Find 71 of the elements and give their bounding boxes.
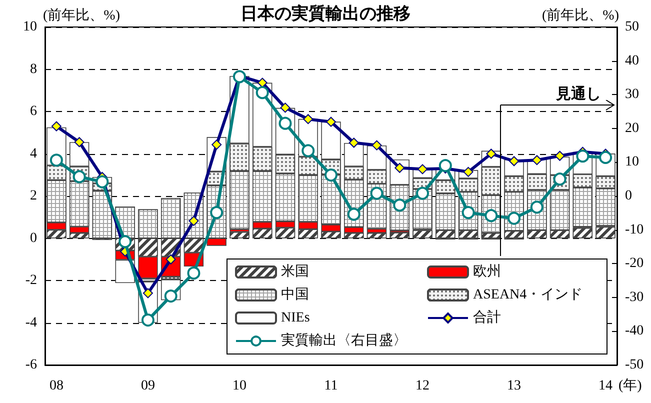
point (509, 156, 520, 166)
y2-tick-label: -50 (625, 358, 644, 372)
y2-tick-label: -40 (625, 324, 644, 339)
x-tick-label: 13 (507, 378, 522, 394)
point (212, 140, 222, 150)
point (278, 116, 292, 130)
point (280, 102, 290, 113)
y2-axis-title: (前年比、%) (542, 8, 620, 24)
y-tick-label: 8 (30, 62, 37, 77)
x-tick-label: 08 (49, 378, 64, 394)
point (347, 208, 360, 221)
point (142, 288, 153, 298)
y-axis-title: (前年比、%) (43, 8, 120, 24)
x-axis-title: (年) (618, 378, 642, 394)
legend-label: NIEs (281, 310, 310, 326)
y-tick-label: 2 (30, 188, 37, 204)
y2-tick-label: 40 (625, 53, 639, 68)
point (166, 254, 176, 264)
chart-title: 日本の実質輸出の推移 (240, 4, 410, 23)
annotation: 見通し (555, 86, 601, 102)
y-tick-label: 6 (30, 104, 37, 119)
point (141, 314, 154, 327)
point (257, 78, 268, 88)
point (96, 175, 109, 188)
x-tick-label: 09 (140, 378, 155, 394)
point (438, 159, 452, 172)
y2-tick-label: -30 (625, 290, 644, 305)
legend-label: 中国 (281, 286, 309, 302)
x-tick-label: 11 (324, 378, 338, 394)
point (51, 121, 62, 132)
legend-label: 実質輸出〈右目盛〉 (281, 332, 407, 348)
point (326, 116, 336, 127)
y2-tick-label: -20 (625, 256, 644, 272)
y-tick-label: 10 (23, 20, 37, 34)
point (372, 140, 382, 150)
y2-tick-label: -10 (625, 222, 644, 238)
x-tick-label: 10 (232, 378, 246, 394)
x-tick-label: 14 (598, 378, 613, 394)
point (303, 114, 314, 124)
y2-tick-label: 30 (625, 87, 639, 102)
legend-label: 欧州 (473, 264, 501, 280)
point (599, 150, 612, 164)
point (188, 216, 199, 226)
point (370, 186, 384, 200)
y-tick-label: -6 (25, 358, 37, 372)
point (463, 166, 474, 177)
y2-tick-label: 0 (625, 188, 632, 204)
point (302, 144, 315, 158)
y-tick-label: -2 (25, 273, 37, 288)
point (532, 155, 542, 166)
legend-label: ASEAN4・インド (473, 288, 583, 302)
y2-tick-label: 20 (625, 120, 639, 136)
y-tick-label: -4 (25, 315, 37, 330)
point (508, 212, 521, 225)
y2-tick-label: 10 (625, 154, 639, 170)
point (554, 150, 565, 161)
point (256, 86, 269, 100)
point (348, 138, 359, 148)
point (418, 164, 428, 174)
legend-label: 米国 (281, 264, 309, 280)
point (187, 266, 200, 280)
point (50, 154, 63, 167)
legend-label: 合計 (473, 310, 501, 326)
y2-tick-label: 50 (625, 20, 639, 34)
point (118, 235, 132, 248)
x-tick-label: 12 (416, 378, 430, 394)
y-tick-label: 0 (30, 230, 37, 246)
point (416, 186, 430, 200)
y-tick-label: 4 (30, 146, 37, 162)
point (324, 168, 338, 182)
point (74, 137, 84, 148)
